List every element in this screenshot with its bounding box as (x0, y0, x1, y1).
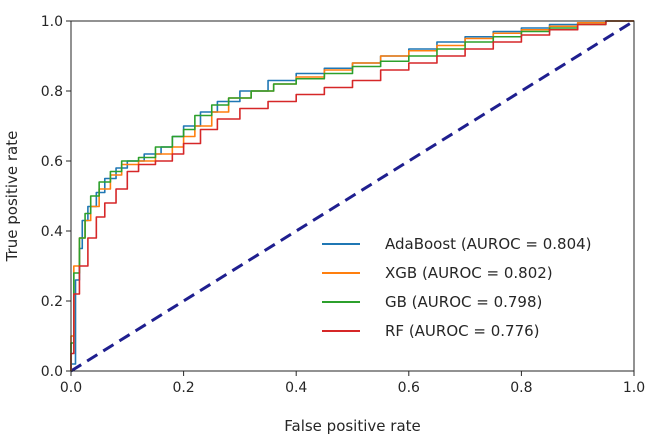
chance-diagonal-line (70, 19, 635, 373)
legend-entry: AdaBoost (AUROC = 0.804) (385, 235, 592, 253)
y-tick-label: 1.0 (41, 14, 63, 30)
x-tick-label: 0.8 (510, 380, 532, 396)
series-line-gb (70, 20, 634, 371)
y-tick-label: 0.8 (41, 84, 63, 100)
x-tick-label: 1.0 (623, 380, 645, 396)
y-tick-label: 0.0 (41, 364, 63, 380)
y-tick-label: 0.2 (41, 294, 63, 310)
y-tick-label: 0.6 (41, 154, 63, 170)
legend-entry: XGB (AUROC = 0.802) (385, 264, 553, 282)
x-axis-label: False positive rate (284, 417, 421, 435)
legend-entry: RF (AUROC = 0.776) (385, 322, 540, 340)
plot-area (70, 19, 635, 373)
y-axis-label: True positive rate (3, 131, 21, 263)
legend-entry: GB (AUROC = 0.798) (385, 293, 542, 311)
x-tick-label: 0.2 (172, 380, 194, 396)
x-tick-label: 0.6 (398, 380, 420, 396)
y-axis-ticks: 0.0 0.2 0.4 0.6 0.8 1.0 (41, 14, 71, 380)
plot-frame (70, 20, 635, 372)
y-tick-label: 0.4 (41, 224, 63, 240)
legend: AdaBoost (AUROC = 0.804) XGB (AUROC = 0.8… (322, 235, 592, 340)
x-axis-ticks: 0.0 0.2 0.4 0.6 0.8 1.0 (60, 371, 645, 396)
series-line-rf (70, 20, 634, 371)
x-tick-label: 0.0 (60, 380, 82, 396)
x-tick-label: 0.4 (285, 380, 307, 396)
